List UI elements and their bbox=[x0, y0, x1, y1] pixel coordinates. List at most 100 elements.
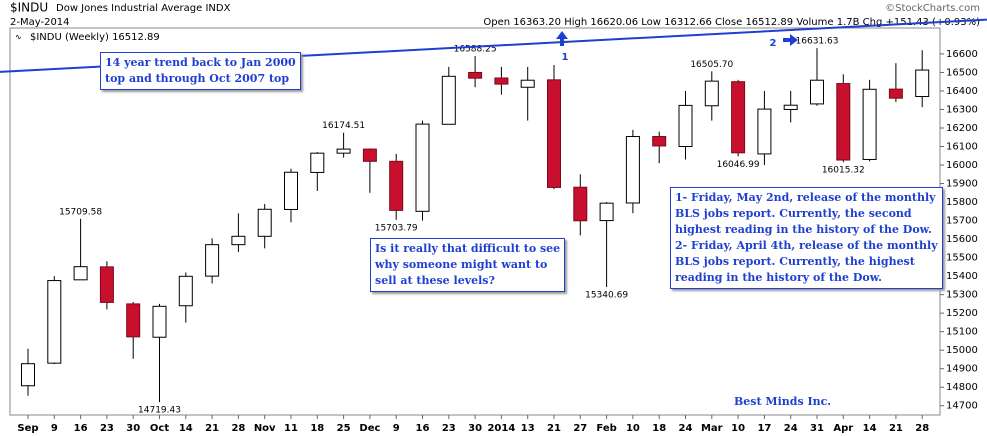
note-line: BLS jobs report. Currently, the highest bbox=[675, 255, 915, 268]
candle-body bbox=[547, 79, 561, 188]
candle-body bbox=[625, 136, 640, 204]
candle-body bbox=[573, 186, 588, 222]
x-tick-label: 13 bbox=[521, 423, 535, 434]
quote: Open 16363.20 High 16620.06 Low 16312.66… bbox=[483, 17, 980, 28]
candle-body bbox=[599, 202, 614, 222]
x-tick-label: 14 bbox=[863, 423, 877, 434]
x-tick-label: 30 bbox=[126, 423, 140, 434]
x-tick-label: 10 bbox=[731, 423, 745, 434]
note-line: Is it really that difficult to see bbox=[375, 242, 561, 255]
legend-icon: ∿ bbox=[15, 33, 22, 42]
y-tick-label: 15200 bbox=[946, 308, 978, 319]
candle-body bbox=[178, 275, 193, 307]
candle-body bbox=[73, 266, 88, 281]
x-tick-label: 21 bbox=[547, 423, 561, 434]
y-tick-label: 15100 bbox=[946, 327, 978, 338]
y-tick-label: 15900 bbox=[946, 179, 978, 190]
y-tick-label: 15500 bbox=[946, 253, 978, 264]
note-line: 14 year trend back to Jan 2000 bbox=[105, 56, 296, 69]
ticker: $INDU bbox=[10, 1, 48, 15]
candle-body bbox=[152, 305, 167, 338]
y-tick-label: 16000 bbox=[946, 160, 978, 171]
x-tick-label: 16 bbox=[416, 423, 430, 434]
candle-body bbox=[731, 81, 746, 154]
note-line: why someone might want to bbox=[375, 258, 548, 271]
candle-body bbox=[257, 208, 272, 237]
x-tick-label: 21 bbox=[205, 423, 219, 434]
x-tick-label: Oct bbox=[150, 423, 169, 434]
low-label: 15703.79 bbox=[375, 223, 418, 233]
legend: $INDU (Weekly) 16512.89 bbox=[30, 32, 160, 43]
x-tick-label: Mar bbox=[701, 423, 723, 434]
y-tick-label: 16500 bbox=[946, 67, 978, 78]
candle-body bbox=[652, 136, 667, 147]
low-label: 16015.32 bbox=[822, 166, 865, 176]
x-tick-label: 10 bbox=[626, 423, 640, 434]
note-line: 1- Friday, May 2nd, release of the month… bbox=[675, 191, 936, 204]
watermark: ©StockCharts.com bbox=[885, 3, 980, 14]
candle-body bbox=[678, 104, 693, 148]
x-tick-label: 9 bbox=[51, 423, 58, 434]
candle-body bbox=[468, 71, 483, 79]
candle-body bbox=[99, 266, 114, 303]
candle-body bbox=[415, 123, 430, 212]
x-tick-label: Sep bbox=[17, 423, 38, 434]
x-tick-label: 2014 bbox=[487, 423, 515, 434]
y-tick-label: 16400 bbox=[946, 86, 978, 97]
x-tick-label: 11 bbox=[284, 423, 298, 434]
subtitle: Dow Jones Industrial Average INDX bbox=[56, 3, 231, 14]
y-tick-label: 16200 bbox=[946, 123, 978, 134]
candle-body bbox=[21, 363, 35, 387]
y-tick-label: 15300 bbox=[946, 290, 978, 301]
low-label: 15340.69 bbox=[585, 291, 628, 301]
low-label: 14719.43 bbox=[138, 406, 181, 416]
jobs-note: 1- Friday, May 2nd, release of the month… bbox=[670, 187, 943, 289]
x-tick-label: 24 bbox=[679, 423, 693, 434]
trend-note: 14 year trend back to Jan 2000 top and th… bbox=[100, 52, 301, 90]
candle-body bbox=[494, 77, 509, 85]
candle-body bbox=[284, 171, 298, 210]
high-label: 16631.63 bbox=[796, 37, 839, 47]
x-tick-label: 28 bbox=[231, 423, 245, 434]
note-line: BLS jobs report. Currently, the second bbox=[675, 207, 912, 220]
candle-body bbox=[205, 244, 220, 277]
y-tick-label: 14900 bbox=[946, 364, 978, 375]
question-note: Is it really that difficult to see why so… bbox=[370, 238, 566, 292]
x-tick-label: 9 bbox=[393, 423, 400, 434]
note-line: top and through Oct 2007 top bbox=[105, 72, 290, 85]
note-line: reading in the history of the Dow. bbox=[675, 271, 882, 284]
x-tick-label: 23 bbox=[442, 423, 456, 434]
candle-body bbox=[520, 79, 535, 88]
candle-body bbox=[783, 104, 798, 110]
x-tick-label: 18 bbox=[310, 423, 324, 434]
y-tick-label: 16100 bbox=[946, 142, 978, 153]
x-tick-label: 25 bbox=[337, 423, 351, 434]
candle-body bbox=[441, 75, 456, 125]
high-label: 15709.58 bbox=[59, 207, 102, 217]
y-tick-label: 15000 bbox=[946, 345, 978, 356]
candle-body bbox=[704, 80, 719, 107]
x-tick-label: Nov bbox=[254, 423, 276, 434]
high-label: 16174.51 bbox=[322, 121, 365, 131]
candle-body bbox=[810, 79, 824, 105]
candle-body bbox=[362, 148, 377, 162]
footer: Best Minds Inc. bbox=[734, 395, 832, 408]
note-line: highest reading in the history of the Do… bbox=[675, 223, 932, 236]
date: 2-May-2014 bbox=[10, 17, 70, 28]
candle-body bbox=[231, 235, 246, 246]
high-label: 16505.70 bbox=[690, 60, 733, 70]
candle-body bbox=[310, 152, 325, 173]
x-tick-label: Feb bbox=[596, 423, 616, 434]
candle-body bbox=[836, 83, 851, 161]
candle-body bbox=[47, 280, 62, 364]
x-tick-label: 30 bbox=[468, 423, 482, 434]
x-tick-label: 16 bbox=[74, 423, 88, 434]
y-tick-label: 15700 bbox=[946, 216, 978, 227]
x-tick-label: 18 bbox=[652, 423, 666, 434]
x-tick-label: 21 bbox=[889, 423, 903, 434]
x-tick-label: 14 bbox=[179, 423, 193, 434]
x-tick-label: Dec bbox=[359, 423, 380, 434]
candle-body bbox=[888, 88, 903, 99]
high-label: 16588.25 bbox=[454, 45, 497, 55]
x-tick-label: 24 bbox=[784, 423, 798, 434]
